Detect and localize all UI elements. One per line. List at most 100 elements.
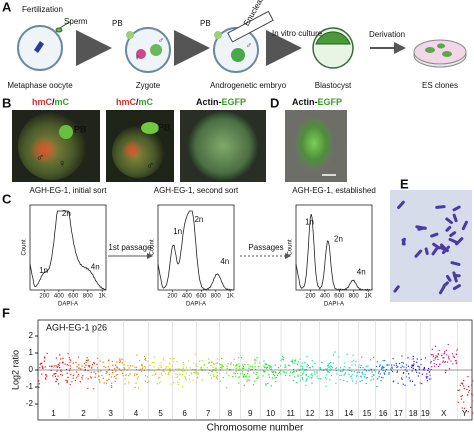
probe-dot <box>210 365 212 367</box>
probe-dot <box>435 363 437 366</box>
probe-dot <box>344 373 346 375</box>
y-tick-label: -2 <box>26 399 34 408</box>
probe-dot <box>49 365 51 367</box>
probe-dot <box>297 374 299 376</box>
probe-dot <box>348 367 350 369</box>
probe-dot <box>54 375 56 377</box>
probe-dot <box>43 360 45 362</box>
probe-dot <box>300 365 302 367</box>
probe-dot <box>118 368 121 370</box>
peak-label: 2n <box>334 235 343 244</box>
probe-dot <box>125 374 127 376</box>
x-tick-label: 600 <box>68 294 79 300</box>
probe-dot <box>158 377 160 379</box>
probe-dot <box>155 372 157 374</box>
probe-dot <box>247 379 249 381</box>
x-tick-label: 2 <box>81 409 86 418</box>
probe-dot <box>240 357 243 359</box>
probe-dot <box>391 367 393 369</box>
probe-dot <box>66 364 68 366</box>
probe-dot <box>176 374 179 376</box>
probe-dot <box>311 360 313 362</box>
probe-dot <box>467 375 469 378</box>
probe-dot <box>326 378 328 380</box>
label: Derivation <box>369 30 405 39</box>
probe-dot <box>230 369 232 371</box>
probe-dot <box>444 351 446 353</box>
probe-dot <box>220 366 222 368</box>
probe-dot <box>402 383 404 385</box>
probe-dot <box>302 372 304 374</box>
probe-dot <box>182 371 184 373</box>
text-part: hmC <box>32 97 53 107</box>
probe-dot <box>82 375 84 377</box>
probe-dot <box>296 382 298 384</box>
probe-dot <box>279 365 282 367</box>
probe-dot <box>136 373 138 376</box>
probe-dot <box>230 362 232 364</box>
probe-dot <box>234 373 236 375</box>
probe-dot <box>57 363 59 365</box>
probe-dot <box>335 382 337 385</box>
probe-dot <box>302 378 304 380</box>
probe-dot <box>306 378 308 380</box>
probe-dot <box>173 371 175 373</box>
probe-dot <box>438 349 440 352</box>
y-axis-label: Count <box>22 239 28 255</box>
probe-dot <box>466 389 468 391</box>
probe-dot <box>311 373 313 375</box>
probe-dot <box>320 368 322 370</box>
probe-dot <box>426 377 428 379</box>
probe-dot <box>38 383 40 385</box>
probe-dot <box>330 365 332 367</box>
probe-dot <box>305 374 307 376</box>
probe-dot <box>226 365 228 367</box>
probe-dot <box>312 366 314 368</box>
probe-dot <box>160 373 162 375</box>
probe-dot <box>372 374 374 376</box>
x-tick-label: 800 <box>83 294 94 300</box>
probe-dot <box>314 373 316 375</box>
probe-dot <box>215 370 217 372</box>
probe-dot <box>154 374 157 376</box>
probe-dot <box>330 367 332 369</box>
probe-dot <box>93 371 95 373</box>
probe-dot <box>81 378 83 380</box>
probe-dot <box>291 359 294 361</box>
probe-dot <box>279 371 281 374</box>
probe-dot <box>392 358 394 360</box>
probe-dot <box>200 368 202 370</box>
probe-dot <box>167 374 169 376</box>
probe-dot <box>417 365 419 367</box>
probe-dot <box>276 374 279 376</box>
probe-dot <box>294 362 296 364</box>
x-tick-label: 1K <box>227 294 234 300</box>
probe-dot <box>81 365 83 367</box>
probe-dot <box>283 357 285 359</box>
probe-dot <box>247 370 249 372</box>
probe-dot <box>55 373 57 375</box>
text-part: mC <box>55 97 70 107</box>
probe-dot <box>360 364 362 366</box>
probe-dot <box>247 373 249 375</box>
probe-dot <box>134 366 136 368</box>
probe-dot <box>175 376 177 379</box>
probe-dot <box>219 364 221 366</box>
probe-dot <box>87 378 89 380</box>
probe-dot <box>415 369 417 371</box>
probe-dot <box>238 363 240 365</box>
probe-dot <box>53 365 55 367</box>
probe-dot <box>306 363 308 366</box>
probe-dot <box>458 389 461 391</box>
probe-dot <box>339 370 342 372</box>
panel-label: C <box>2 191 12 206</box>
probe-dot <box>326 368 328 370</box>
label: PB <box>112 19 123 28</box>
chromosome <box>401 238 406 246</box>
probe-dot <box>212 366 214 368</box>
probe-dot <box>271 377 273 379</box>
probe-dot <box>370 379 372 381</box>
probe-dot <box>448 355 450 357</box>
karyotype <box>393 200 468 295</box>
peak-label: 2n <box>194 215 203 224</box>
